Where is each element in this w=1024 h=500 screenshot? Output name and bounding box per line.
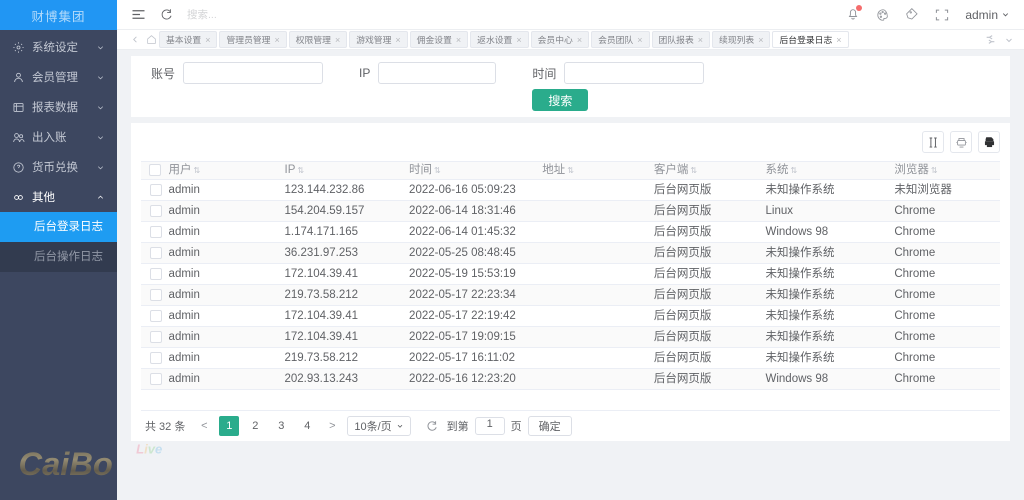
svg-text:CaiBo: CaiBo (19, 445, 113, 482)
